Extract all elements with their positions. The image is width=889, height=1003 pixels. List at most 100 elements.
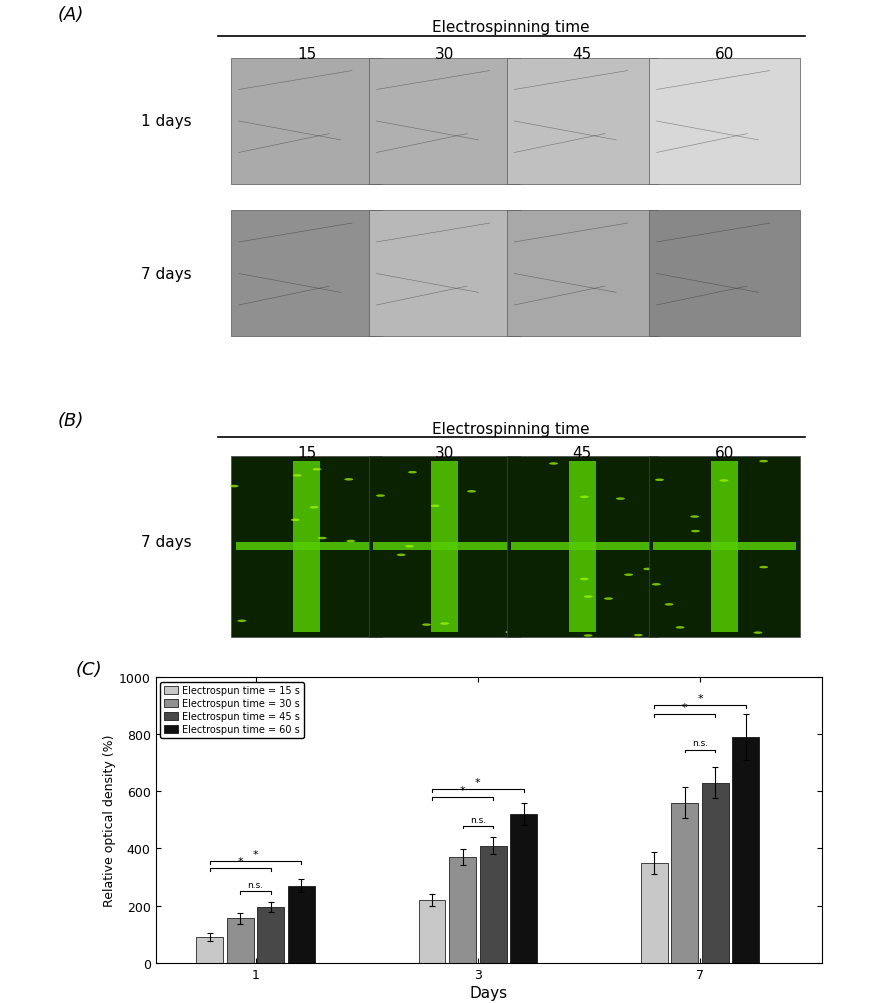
Circle shape — [347, 541, 356, 543]
Bar — [419, 900, 445, 963]
Circle shape — [422, 624, 431, 626]
Circle shape — [676, 627, 685, 629]
Text: *: * — [475, 776, 481, 786]
Bar — [702, 782, 729, 963]
Text: Electrospinning time: Electrospinning time — [432, 421, 590, 436]
Circle shape — [624, 574, 633, 577]
Circle shape — [440, 623, 449, 625]
Bar — [373, 543, 516, 551]
Circle shape — [313, 468, 322, 471]
Bar — [507, 59, 658, 185]
Circle shape — [467, 490, 476, 493]
Circle shape — [292, 474, 301, 477]
Circle shape — [512, 539, 521, 541]
Text: (C): (C) — [76, 660, 102, 678]
Text: Electrospinning time: Electrospinning time — [432, 19, 590, 34]
Circle shape — [237, 620, 246, 623]
Bar — [293, 461, 320, 632]
Circle shape — [549, 462, 558, 465]
Text: *: * — [252, 850, 259, 860]
Text: (B): (B) — [58, 411, 84, 429]
Circle shape — [665, 604, 674, 606]
Bar — [649, 59, 800, 185]
Circle shape — [396, 554, 405, 557]
Circle shape — [634, 634, 643, 637]
Text: *: * — [460, 784, 465, 794]
Circle shape — [604, 598, 613, 600]
Bar — [449, 858, 476, 963]
Circle shape — [584, 635, 593, 637]
Bar — [653, 543, 796, 551]
Bar — [196, 937, 223, 963]
Circle shape — [309, 507, 318, 510]
Circle shape — [759, 567, 768, 569]
Circle shape — [690, 516, 699, 519]
Text: 30: 30 — [435, 47, 454, 62]
Bar — [369, 456, 520, 637]
Circle shape — [405, 546, 414, 548]
Text: *: * — [697, 693, 703, 703]
Text: n.s.: n.s. — [692, 738, 709, 747]
Circle shape — [580, 496, 589, 498]
Bar — [369, 59, 520, 185]
Text: 45: 45 — [573, 445, 592, 460]
Circle shape — [691, 531, 700, 533]
Circle shape — [431, 506, 440, 508]
Text: 1 days: 1 days — [140, 114, 191, 129]
Text: 15: 15 — [297, 47, 316, 62]
Text: 60: 60 — [715, 445, 734, 460]
Circle shape — [408, 471, 417, 474]
Text: n.s.: n.s. — [247, 881, 264, 889]
Bar — [733, 737, 759, 963]
Text: 7 days: 7 days — [140, 267, 191, 282]
Bar — [480, 846, 507, 963]
Bar — [231, 212, 382, 337]
Circle shape — [229, 485, 238, 487]
Bar — [231, 59, 382, 185]
Circle shape — [754, 632, 763, 634]
Text: 30: 30 — [435, 445, 454, 460]
Bar — [227, 919, 253, 963]
Bar — [258, 907, 284, 963]
Text: 15: 15 — [297, 445, 316, 460]
Text: 45: 45 — [573, 47, 592, 62]
Bar — [231, 456, 382, 637]
Bar — [507, 212, 658, 337]
Bar — [431, 461, 458, 632]
Circle shape — [372, 567, 381, 569]
Text: 60: 60 — [715, 47, 734, 62]
Bar — [641, 863, 668, 963]
Circle shape — [317, 538, 326, 540]
Legend: Electrospun time = 15 s, Electrospun time = 30 s, Electrospun time = 45 s, Elect: Electrospun time = 15 s, Electrospun tim… — [160, 682, 303, 738]
Bar — [569, 461, 596, 632]
Circle shape — [505, 631, 514, 634]
Bar — [236, 543, 378, 551]
Bar — [511, 543, 653, 551]
Text: 7 days: 7 days — [140, 535, 191, 549]
Circle shape — [616, 497, 625, 500]
Circle shape — [644, 568, 653, 571]
Circle shape — [584, 596, 593, 598]
Circle shape — [376, 494, 385, 497]
Bar — [649, 212, 800, 337]
Circle shape — [291, 519, 300, 522]
Text: (A): (A) — [58, 6, 84, 24]
Text: *: * — [237, 857, 243, 867]
Bar — [671, 802, 698, 963]
Text: *: * — [682, 702, 687, 712]
Bar — [369, 212, 520, 337]
X-axis label: Days: Days — [470, 985, 508, 1000]
Bar — [711, 461, 738, 632]
Bar — [507, 456, 658, 637]
Bar — [510, 814, 537, 963]
Circle shape — [759, 460, 768, 463]
Circle shape — [652, 584, 661, 586]
Text: n.s.: n.s. — [469, 815, 486, 823]
Bar — [649, 456, 800, 637]
Y-axis label: Relative optical density (%): Relative optical density (%) — [103, 734, 116, 906]
Circle shape — [580, 578, 589, 581]
Circle shape — [344, 478, 353, 481]
Bar — [288, 886, 315, 963]
Circle shape — [719, 479, 728, 482]
Circle shape — [655, 479, 664, 481]
